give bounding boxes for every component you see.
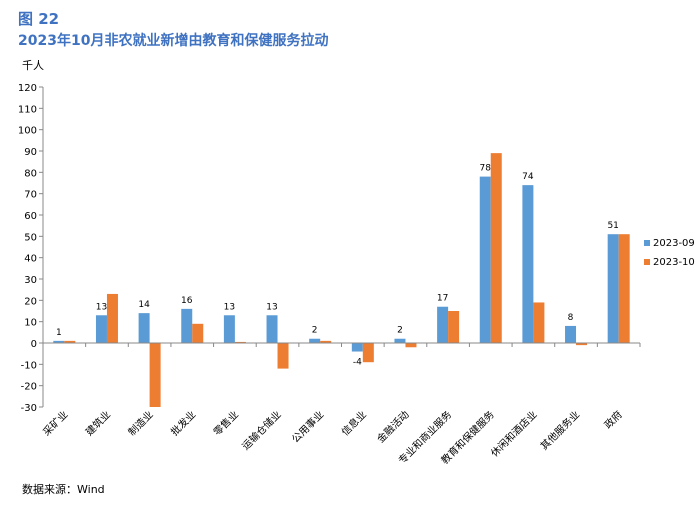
- y-tick-label: -30: [21, 403, 37, 414]
- bar-2023-09-采矿业: [53, 340, 65, 343]
- legend-label-2023-09: 2023-09: [653, 238, 695, 249]
- x-axis: 采矿业 建筑业 制造业 批发业 零售业 运输仓储业 公用事业 信息业 金融活动专业和商业服务教育…: [40, 342, 641, 467]
- y-tick-label: 0: [31, 339, 37, 350]
- y-tick-label: 100: [18, 126, 37, 137]
- y-tick-label: 90: [24, 147, 37, 158]
- bar-2023-10-信息业: [362, 343, 374, 363]
- x-category-label: 建筑业: [83, 408, 113, 438]
- bars: [53, 153, 630, 407]
- bar-2023-09-建筑业: [95, 315, 107, 343]
- y-tick-label: 30: [24, 275, 37, 286]
- data-label: 8: [568, 313, 574, 323]
- bar-2023-10-休闲和酒店业: [533, 302, 545, 343]
- y-axis: -30 -20 -10 0 10 20 30 40 50 60 70 80 90 100 110 120: [18, 83, 44, 414]
- data-labels: 1 13 14 16 13 13 2 -4 2 17 78 74 8 51: [56, 164, 619, 368]
- x-category-label: 采矿业: [40, 408, 70, 438]
- x-category-label: 政府: [601, 408, 624, 431]
- legend-label-2023-10: 2023-10: [653, 257, 695, 268]
- data-label: 13: [96, 302, 107, 312]
- bar-2023-09-休闲和酒店业: [522, 185, 534, 343]
- x-category-label: 制造业: [125, 408, 155, 438]
- bar-2023-10-建筑业: [106, 293, 118, 343]
- bar-2023-10-公用事业: [320, 340, 332, 343]
- data-label: 13: [266, 302, 277, 312]
- data-label: 74: [522, 172, 534, 182]
- bar-2023-10-制造业: [149, 343, 161, 407]
- data-label: 17: [437, 294, 448, 304]
- bar-2023-10-运输仓储业: [277, 343, 289, 369]
- bar-2023-09-金融活动: [394, 338, 406, 343]
- data-label: 2: [397, 326, 403, 336]
- bar-2023-09-政府: [607, 234, 619, 343]
- legend-swatch-2023-09: [644, 240, 650, 246]
- data-label: 16: [181, 296, 193, 306]
- x-category-label: 金融活动: [374, 408, 411, 445]
- y-tick-label: 60: [24, 211, 37, 222]
- bar-2023-09-信息业: [351, 343, 363, 352]
- y-tick-label: 80: [24, 168, 37, 179]
- bar-2023-10-零售业: [234, 341, 246, 343]
- x-category-label: 其他服务业: [538, 408, 583, 453]
- legend-swatch-2023-10: [644, 259, 650, 265]
- data-label: -4: [353, 358, 362, 368]
- y-tick-label: -10: [21, 360, 37, 371]
- data-label: 2: [312, 326, 318, 336]
- data-label: 14: [138, 300, 150, 310]
- bar-2023-09-零售业: [223, 315, 235, 343]
- source-note: 数据来源：Wind: [22, 483, 105, 496]
- bar-2023-09-公用事业: [309, 338, 321, 343]
- x-category-label: 公用事业: [289, 408, 326, 445]
- bar-2023-09-批发业: [181, 308, 193, 343]
- data-label: 78: [480, 164, 492, 174]
- y-tick-label: 40: [24, 254, 37, 265]
- bar-2023-10-其他服务业: [576, 343, 588, 346]
- x-category-label: 零售业: [211, 408, 241, 438]
- x-category-label: 运输仓储业: [239, 408, 284, 453]
- bar-2023-09-教育和保健服务: [479, 176, 491, 343]
- y-tick-label: 10: [24, 318, 37, 329]
- x-category-label: 信息业: [339, 408, 369, 438]
- bar-2023-10-专业和商业服务: [448, 311, 460, 343]
- x-category-label: 批发业: [168, 408, 198, 438]
- bar-2023-10-采矿业: [64, 340, 76, 343]
- y-tick-label: 110: [18, 104, 37, 115]
- chart-title: 2023年10月非农就业新增由教育和保健服务拉动: [18, 33, 329, 49]
- bar-2023-09-专业和商业服务: [437, 306, 449, 343]
- bar-2023-10-政府: [618, 234, 630, 343]
- data-label: 1: [56, 328, 62, 338]
- y-tick-label: 20: [24, 296, 37, 307]
- y-tick-label: 70: [24, 190, 37, 201]
- x-category-label: 休闲和酒店业: [488, 408, 540, 460]
- y-axis-label: 千人: [22, 59, 44, 72]
- bar-2023-09-其他服务业: [565, 325, 577, 343]
- bar-2023-10-金融活动: [405, 343, 417, 348]
- figure-label: 图 22: [18, 10, 60, 28]
- data-label: 13: [224, 302, 235, 312]
- y-tick-label: -20: [21, 382, 37, 393]
- y-tick-label: 50: [24, 232, 37, 243]
- data-label: 51: [607, 221, 618, 231]
- legend: 2023-09 2023-10: [644, 238, 695, 268]
- bar-2023-09-运输仓储业: [266, 315, 278, 343]
- bar-2023-10-批发业: [192, 323, 204, 343]
- bar-2023-10-教育和保健服务: [490, 153, 502, 343]
- y-tick-label: 120: [18, 83, 37, 94]
- bar-2023-09-制造业: [138, 313, 150, 343]
